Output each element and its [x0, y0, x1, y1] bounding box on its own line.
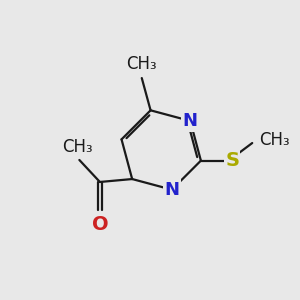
- Text: O: O: [92, 215, 108, 234]
- Text: N: N: [164, 181, 179, 199]
- Text: CH₃: CH₃: [127, 55, 157, 73]
- Text: CH₃: CH₃: [63, 138, 93, 156]
- Text: N: N: [183, 112, 198, 130]
- Text: CH₃: CH₃: [260, 131, 290, 149]
- Text: S: S: [225, 151, 239, 170]
